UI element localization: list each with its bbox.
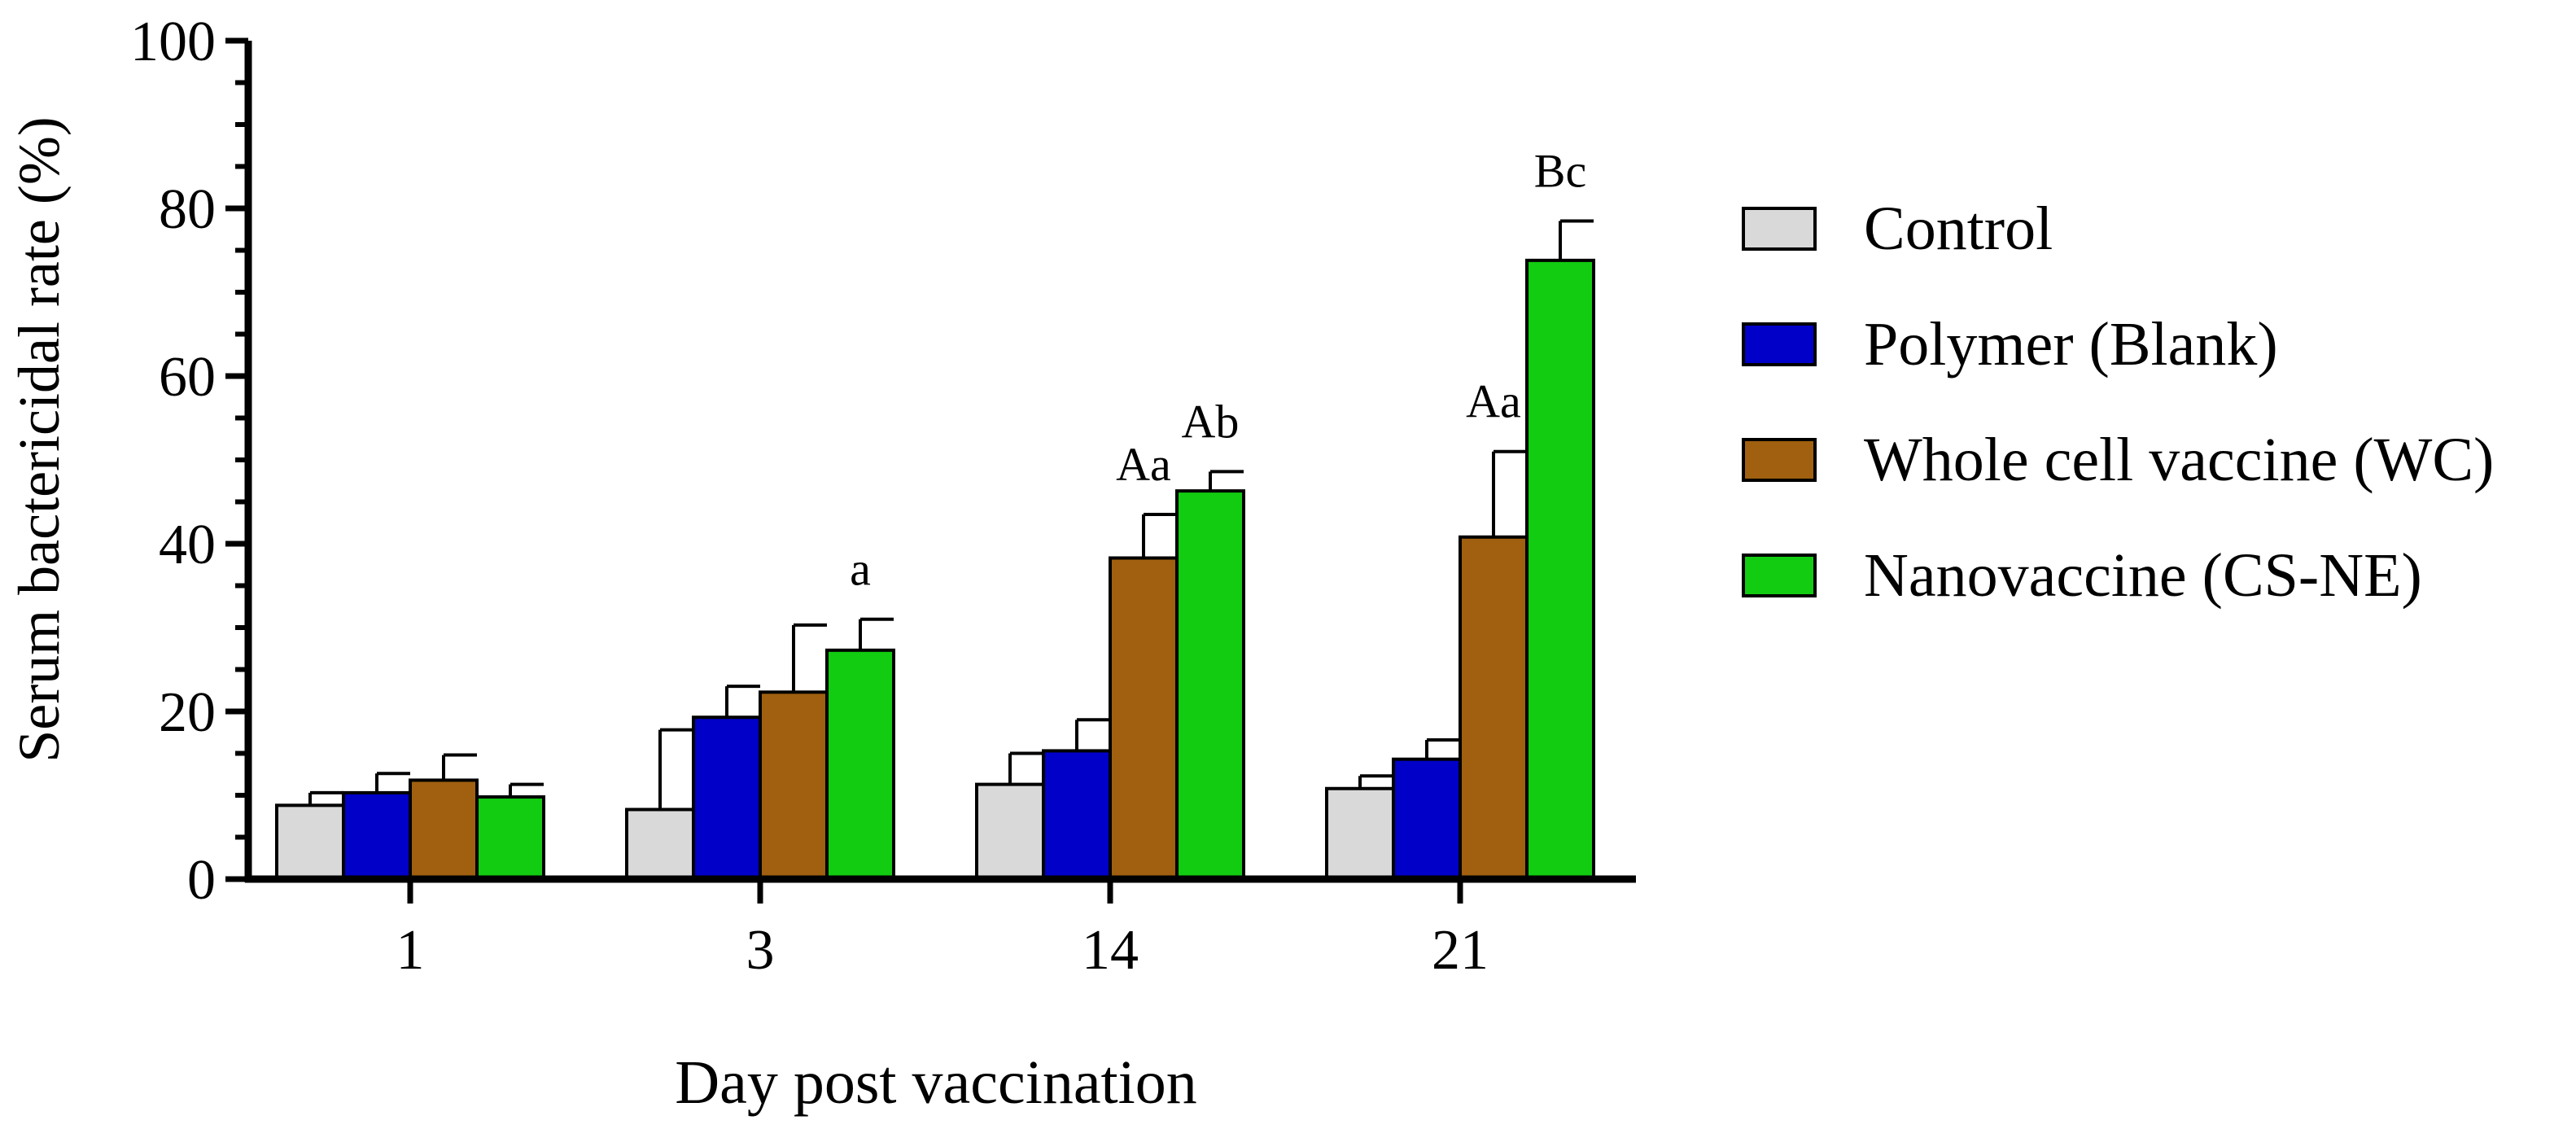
x-axis-label: Day post vaccination bbox=[675, 1048, 1197, 1117]
legend-label-polymer-blank: Polymer (Blank) bbox=[1864, 309, 2278, 379]
annotation-nanovaccine-cs-ne-day-3: a bbox=[850, 543, 871, 596]
y-tick-label-100: 100 bbox=[130, 11, 216, 73]
legend-label-nanovaccine: Nanovaccine (CS-NE) bbox=[1864, 540, 2422, 610]
y-tick-label-80: 80 bbox=[159, 178, 216, 241]
bar-nanovaccine-cs-ne-day-21 bbox=[1525, 258, 1595, 881]
bar-polymer-blank-day-1 bbox=[342, 790, 412, 881]
y-axis-ticks: 0 20 40 60 80 100 bbox=[130, 11, 248, 912]
y-tick-label-60: 60 bbox=[159, 346, 216, 409]
x-tick-label-3: 3 bbox=[746, 919, 775, 982]
bar-whole-cell-vaccine-wc-day-21 bbox=[1459, 535, 1529, 881]
legend-swatch-whole-cell-vaccine bbox=[1742, 438, 1817, 482]
y-tick-label-20: 20 bbox=[159, 681, 216, 744]
bar-whole-cell-vaccine-wc-day-14 bbox=[1109, 556, 1179, 881]
y-axis-label: Serum bactericidal rate (%) bbox=[7, 116, 72, 763]
legend-swatch-polymer-blank bbox=[1742, 322, 1817, 366]
x-tick-label-14: 14 bbox=[1082, 919, 1139, 982]
legend-item-polymer-blank: Polymer (Blank) bbox=[1742, 287, 2494, 402]
annotation-whole-cell-vaccine-wc-day-14: Aa bbox=[1116, 438, 1171, 491]
bar-whole-cell-vaccine-wc-day-1 bbox=[409, 778, 479, 882]
bar-polymer-blank-day-21 bbox=[1392, 757, 1462, 882]
bar-nanovaccine-cs-ne-day-3 bbox=[825, 648, 895, 881]
legend-swatch-nanovaccine bbox=[1742, 554, 1817, 597]
bar-whole-cell-vaccine-wc-day-3 bbox=[759, 690, 829, 881]
legend-label-control: Control bbox=[1864, 194, 2053, 263]
annotation-whole-cell-vaccine-wc-day-21: Aa bbox=[1466, 375, 1521, 428]
legend-item-whole-cell-vaccine: Whole cell vaccine (WC) bbox=[1742, 402, 2494, 518]
legend-label-whole-cell-vaccine: Whole cell vaccine (WC) bbox=[1864, 425, 2495, 494]
y-tick-label-0: 0 bbox=[187, 849, 216, 912]
x-tick-label-21: 21 bbox=[1432, 919, 1489, 982]
annotation-nanovaccine-cs-ne-day-21: Bc bbox=[1534, 144, 1586, 197]
x-axis-ticks: 1 3 14 21 bbox=[396, 879, 1489, 982]
bar-nanovaccine-cs-ne-day-14 bbox=[1175, 489, 1245, 881]
legend-item-nanovaccine: Nanovaccine (CS-NE) bbox=[1742, 518, 2494, 633]
bar-nanovaccine-cs-ne-day-1 bbox=[475, 795, 545, 881]
annotation-nanovaccine-cs-ne-day-14: Ab bbox=[1182, 395, 1240, 448]
bar-control-day-21 bbox=[1325, 786, 1395, 882]
legend-swatch-control bbox=[1742, 207, 1817, 251]
legend: Control Polymer (Blank) Whole cell vacci… bbox=[1742, 171, 2494, 633]
x-tick-label-1: 1 bbox=[396, 919, 425, 982]
legend-item-control: Control bbox=[1742, 171, 2494, 287]
bar-polymer-blank-day-3 bbox=[692, 715, 762, 882]
bar-control-day-3 bbox=[625, 807, 695, 882]
bar-control-day-14 bbox=[975, 782, 1045, 881]
y-tick-label-40: 40 bbox=[159, 514, 216, 576]
bar-polymer-blank-day-14 bbox=[1042, 749, 1112, 881]
bar-control-day-1 bbox=[275, 803, 345, 881]
